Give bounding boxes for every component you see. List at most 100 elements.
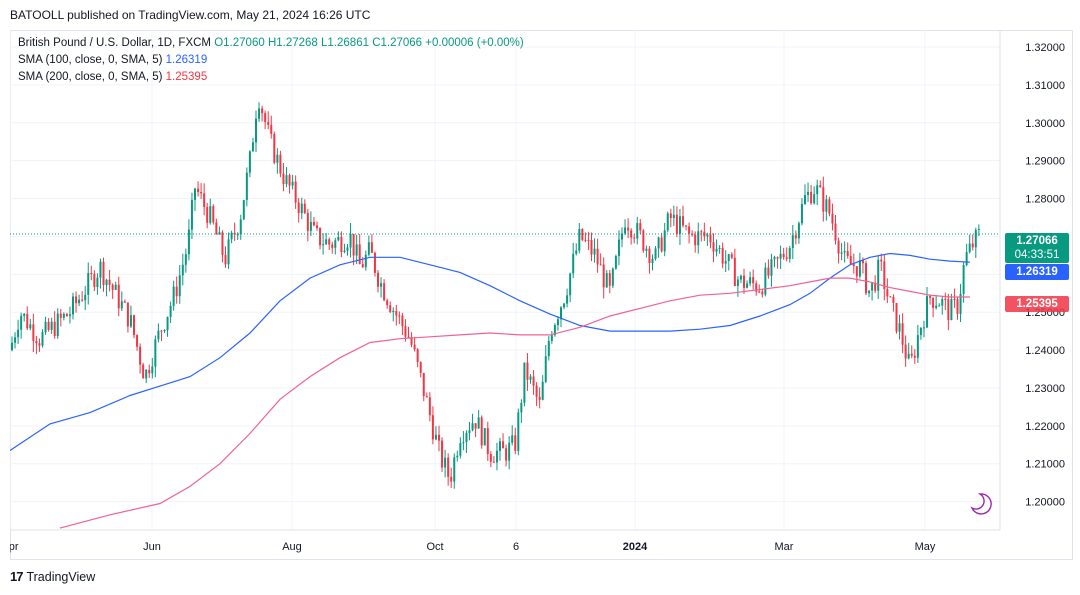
candle-body — [739, 275, 742, 280]
candle-body — [508, 442, 511, 461]
candle-body — [129, 315, 132, 327]
sma200-line — [59, 277, 970, 529]
candle-body — [932, 297, 935, 308]
tradingview-logo[interactable]: 17 — [10, 569, 24, 584]
candle-body — [248, 151, 251, 173]
candle-body — [877, 259, 880, 291]
footer: 17 TradingView — [10, 569, 95, 584]
candle-body — [553, 325, 556, 336]
x-tick-label: Oct — [426, 541, 443, 553]
candle-body — [611, 268, 614, 286]
candle-body — [593, 248, 596, 255]
candle-body — [685, 225, 688, 227]
candle-body — [962, 265, 965, 294]
price-chart[interactable]: 1.32000 1.31000 1.30000 1.29000 1.28000 1.270… — [10, 30, 1073, 560]
sma200-value: 1.25395 — [165, 71, 208, 83]
candle-body — [410, 337, 413, 345]
candle-body — [44, 321, 47, 333]
candle-body — [395, 310, 398, 316]
candle-body — [624, 227, 627, 234]
candle-body — [691, 233, 694, 235]
candle-body — [84, 294, 87, 301]
candle-body — [309, 221, 312, 231]
candle-body — [117, 284, 120, 309]
candle-body — [343, 250, 346, 253]
sma100-line — [10, 252, 971, 451]
candle-body — [813, 194, 816, 204]
candle-body — [544, 356, 547, 382]
x-tick-label: May — [915, 541, 936, 553]
candle-body — [352, 233, 355, 256]
candle-body — [23, 313, 26, 316]
candle-body — [682, 216, 684, 226]
candle-body — [794, 235, 797, 239]
candle-body — [804, 195, 806, 204]
candle-body — [175, 286, 178, 297]
candle-body — [139, 346, 142, 365]
candle-body — [242, 200, 245, 220]
candle-body — [428, 397, 431, 416]
candle-body — [721, 247, 724, 264]
last-price-tag: 1.27066 04:33:51 — [1005, 233, 1069, 263]
candle-body — [779, 253, 782, 259]
time-axis: Apr Jun Aug Oct 6 2024 Mar May — [10, 30, 1001, 553]
tradingview-brand[interactable]: TradingView — [26, 569, 96, 584]
candle-body — [273, 133, 276, 163]
candle-body — [41, 332, 44, 346]
candle-body — [422, 372, 425, 397]
candle-body — [971, 243, 974, 248]
candle-body — [648, 248, 651, 263]
candle-body — [541, 381, 544, 400]
candle-body — [715, 248, 718, 252]
candle-body — [111, 284, 114, 290]
candle-body — [654, 248, 657, 259]
candle-body — [578, 228, 581, 251]
candle-body — [325, 239, 328, 245]
candle-body — [901, 323, 904, 345]
candle-body — [895, 303, 898, 332]
candle-body — [200, 192, 203, 194]
candle-body — [258, 108, 261, 119]
y-tick-label: 1.24000 — [1025, 345, 1065, 357]
open-value: O1.27060 — [214, 37, 265, 49]
candle-body — [697, 231, 700, 246]
candle-body — [486, 428, 489, 455]
candle-body — [825, 199, 828, 212]
candle-body — [892, 297, 895, 304]
candle-body — [291, 181, 294, 186]
candle-body — [468, 430, 471, 434]
candle-body — [700, 231, 703, 233]
candle-body — [800, 203, 803, 224]
candle-body — [968, 243, 971, 253]
candle-body — [102, 261, 105, 286]
publisher-header: BATOOLL published on TradingView.com, Ma… — [10, 8, 371, 22]
candle-body — [96, 277, 99, 288]
candle-body — [807, 191, 810, 196]
candle-body — [133, 315, 135, 336]
candle-body — [312, 221, 315, 226]
candle-body — [843, 251, 846, 253]
candle-body — [190, 199, 193, 230]
candle-body — [154, 339, 157, 367]
candle-body — [218, 232, 221, 235]
candle-body — [950, 299, 953, 321]
change-value: +0.00006 (+0.00%) — [425, 37, 524, 49]
candle-body — [87, 273, 90, 295]
candle-body — [114, 284, 117, 290]
candle-body — [145, 369, 148, 379]
candle-body — [694, 234, 697, 246]
candle-body — [187, 229, 190, 255]
candle-body — [447, 457, 450, 477]
candle-body — [959, 293, 962, 314]
candle-body — [688, 226, 691, 234]
candle-body — [227, 239, 230, 265]
candle-body — [868, 290, 871, 294]
candle-body — [56, 313, 59, 337]
candle-body — [26, 313, 29, 329]
candle-body — [38, 343, 41, 346]
candle-body — [938, 305, 941, 307]
candle-body — [590, 240, 593, 255]
candle-body — [416, 349, 419, 363]
candle-body — [727, 254, 730, 261]
candle-body — [255, 118, 257, 143]
